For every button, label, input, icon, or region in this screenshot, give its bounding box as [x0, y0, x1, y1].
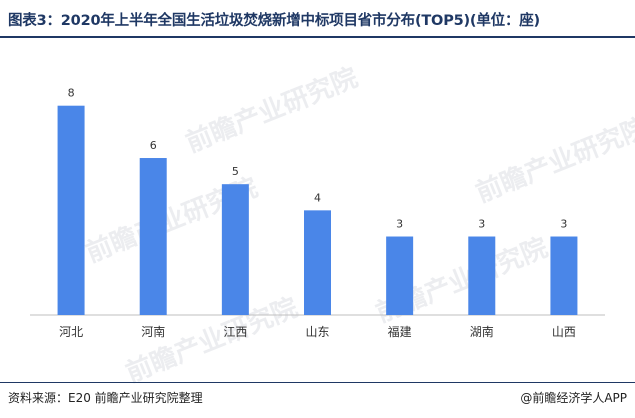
brand-credit: @前瞻经济学人APP: [520, 391, 627, 405]
x-tick-label-3: 山东: [305, 325, 329, 339]
x-tick-label-5: 湖南: [470, 324, 494, 339]
data-label-1: 6: [150, 139, 157, 152]
data-label-5: 3: [478, 218, 485, 231]
x-tick-label-0: 河北: [59, 325, 83, 339]
bar-6: [550, 236, 578, 315]
x-tick-label-6: 山西: [552, 325, 576, 339]
data-source: 资料来源：E20 前瞻产业研究院整理: [8, 391, 203, 405]
bar-4: [386, 236, 414, 315]
data-label-6: 3: [560, 218, 567, 231]
bar-1: [139, 158, 167, 315]
footer-divider: [0, 382, 635, 383]
chart-title: 图表3：2020年上半年全国生活垃圾焚烧新增中标项目省市分布(TOP5)(单位：…: [8, 13, 540, 29]
bar-0: [57, 105, 85, 315]
bar-chart: 8 河北 6 河南 5 江西 4 山东 3 福建 3 湖南 3 山西: [30, 87, 605, 339]
x-tick-label-1: 河南: [141, 324, 165, 339]
bar-3: [304, 210, 331, 315]
chart-area: 8 河北 6 河南 5 江西 4 山东 3 福建 3 湖南 3 山西: [0, 40, 635, 380]
data-label-4: 3: [396, 218, 403, 231]
x-tick-label-2: 江西: [223, 325, 247, 339]
x-tick-label-4: 福建: [388, 324, 412, 339]
data-label-2: 5: [232, 165, 239, 178]
bar-2: [221, 184, 249, 315]
data-label-3: 4: [314, 191, 321, 204]
data-label-0: 8: [68, 87, 75, 100]
bar-5: [468, 236, 496, 315]
title-divider: [0, 36, 635, 38]
